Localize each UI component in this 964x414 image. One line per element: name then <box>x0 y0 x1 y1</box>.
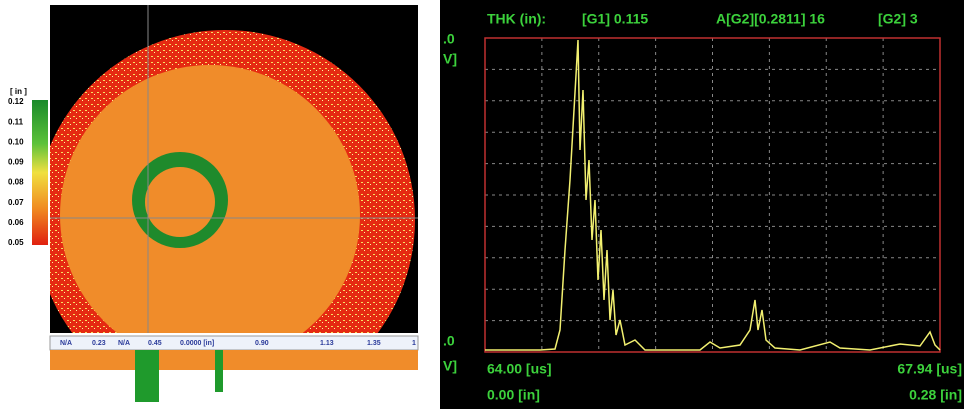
cscan-panel: [ in ] 0.120.110.100.090.080.070.060.05 … <box>8 5 418 409</box>
scale-label: 0.05 <box>8 238 24 247</box>
ruler-label: 0.23 <box>92 340 106 347</box>
ruler-label: 0.0000 [in] <box>180 340 214 347</box>
scale-label: 0.08 <box>8 178 24 187</box>
time-end: 67.94 [us] <box>897 361 962 377</box>
profile-bar <box>135 350 159 402</box>
profile-bar <box>215 350 223 392</box>
ring-center <box>145 167 215 237</box>
scale-label: 0.12 <box>8 97 24 106</box>
y-label: .0 <box>443 333 455 349</box>
header: THK (in): <box>487 11 546 27</box>
scale-label: 0.07 <box>8 198 24 207</box>
scale-label: 0.11 <box>8 117 24 126</box>
y-label: .0 <box>443 31 455 47</box>
depth-end: 0.28 [in] <box>909 387 962 403</box>
scale-label: 0.09 <box>8 158 24 167</box>
ruler-label: N/A <box>118 340 130 347</box>
ruler-label: 1.35 <box>367 340 381 347</box>
header: [G2] 3 <box>878 11 918 27</box>
screen: [ in ] 0.120.110.100.090.080.070.060.05 … <box>0 0 964 409</box>
profile <box>50 350 418 370</box>
time-start: 64.00 [us] <box>487 361 552 377</box>
ruler-label: 1 <box>412 340 416 347</box>
y-unit: V] <box>443 358 457 374</box>
ruler-label: 0.45 <box>148 340 162 347</box>
depth-start: 0.00 [in] <box>487 387 540 403</box>
ruler-label: 1.13 <box>320 340 334 347</box>
color-scale <box>32 100 48 245</box>
header: A[G2][0.2811] 16 <box>716 11 825 27</box>
header: [G1] 0.115 <box>582 11 648 27</box>
ruler-label: N/A <box>60 340 72 347</box>
scale-label: 0.10 <box>8 137 24 146</box>
scale-label: 0.06 <box>8 218 24 227</box>
scale-unit: [ in ] <box>10 87 27 96</box>
y-unit: V] <box>443 51 457 67</box>
ruler-label: 0.90 <box>255 340 269 347</box>
ascan-panel: THK (in): [G1] 0.115 A[G2][0.2811] 16 [G… <box>440 0 964 409</box>
